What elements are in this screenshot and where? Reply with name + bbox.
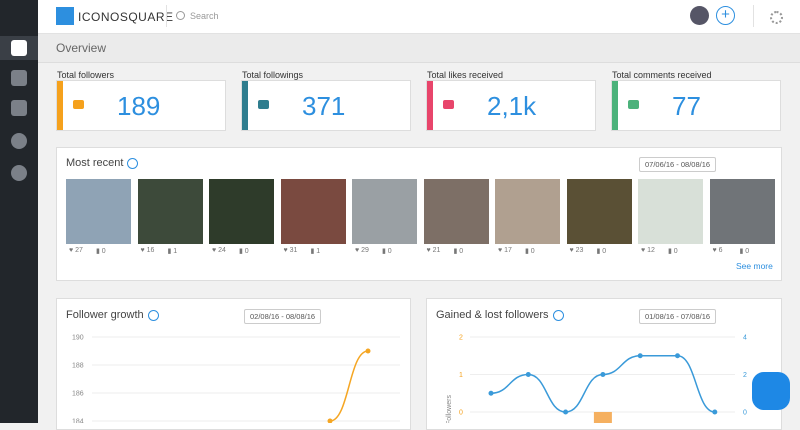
stat-icon — [258, 100, 269, 109]
stat-icon — [73, 100, 84, 109]
brand[interactable]: ICONOSQUARE — [78, 10, 174, 24]
stat-label: Total likes received — [427, 70, 504, 80]
sidebar — [0, 0, 38, 423]
post-likes: ♥ 29 — [355, 247, 369, 254]
post-comments: ▮ 1 — [167, 248, 178, 255]
stripe — [57, 81, 63, 130]
post-comments: ▮ 0 — [525, 248, 535, 255]
post-likes: ♥ 12 — [641, 247, 655, 254]
post-image[interactable] — [352, 179, 417, 244]
header: ICONOSQUARE Search + — [38, 0, 800, 34]
panel-title: Gained & lost followers — [436, 309, 564, 321]
post-likes: ♥ 6 — [712, 247, 723, 254]
post-likes: ♥ 16 — [140, 247, 155, 254]
settings[interactable] — [770, 11, 783, 24]
title: Follower growth — [66, 309, 144, 321]
stat-label: Total followers — [57, 70, 115, 80]
post-comments: ▮ 0 — [453, 248, 464, 255]
post-comments: ▮ 0 — [668, 248, 678, 255]
post-likes: ♥ 31 — [283, 247, 298, 254]
panel-title: Follower growth — [66, 309, 159, 321]
nav-insights[interactable] — [11, 100, 27, 116]
post-image[interactable] — [423, 179, 489, 244]
post-comments: ▮ 0 — [739, 248, 750, 255]
stat-value: 2,1k — [487, 91, 537, 121]
post-likes: ♥ 23 — [569, 247, 584, 254]
recent-panel: Most recent 07/06/16 - 08/08/16 ♥ 27 ▮ 0 ♥… — [56, 147, 782, 281]
follower-growth-panel: Follower growth 02/08/16 - 08/08/16 — [56, 298, 411, 430]
stat-value: 77 — [672, 91, 701, 121]
stat-icon — [443, 100, 454, 109]
stat-card: 2,1k — [426, 80, 596, 131]
panel-title: Most recent — [66, 157, 139, 169]
nav-explore[interactable] — [11, 165, 27, 181]
stat-value: 189 — [117, 91, 161, 121]
stat-icon — [628, 100, 639, 109]
nav-overview[interactable] — [11, 40, 27, 56]
post-likes: ♥ 24 — [212, 247, 226, 254]
avatar[interactable] — [690, 6, 709, 25]
stat-card: 189 — [56, 80, 226, 131]
post-comments: ▮ 1 — [310, 248, 321, 255]
overview-bar: Overview — [38, 34, 800, 63]
stripe — [427, 81, 433, 130]
stat-card: 77 — [611, 80, 781, 131]
nav-media[interactable] — [11, 70, 27, 86]
nav-facebook[interactable] — [11, 133, 27, 149]
divider — [166, 5, 167, 27]
post-image[interactable] — [495, 179, 560, 244]
page-title: Overview — [56, 41, 107, 55]
post-comments: ▮ 0 — [239, 248, 249, 255]
date-range[interactable]: 02/08/16 - 08/08/16 — [244, 309, 322, 324]
divider — [753, 5, 754, 27]
add-button[interactable]: + — [716, 6, 735, 25]
title: Gained & lost followers — [436, 309, 549, 321]
gained-lost-panel: Gained & lost followers 01/08/16 - 07/08… — [426, 298, 782, 430]
stat-card: 371 — [241, 80, 411, 131]
search-input[interactable]: Search — [190, 11, 219, 21]
post-image[interactable] — [566, 179, 632, 244]
see-more[interactable]: See more — [736, 261, 773, 271]
title: Most recent — [66, 157, 124, 169]
post-likes: ♥ 17 — [498, 247, 512, 254]
post-likes: ♥ 27 — [69, 247, 83, 254]
stat-value: 371 — [302, 91, 346, 121]
post-image[interactable] — [280, 179, 346, 244]
post-image[interactable] — [66, 179, 131, 244]
stat-label: Total followings — [242, 70, 304, 80]
post-image[interactable] — [209, 179, 274, 244]
date-range[interactable]: 07/06/16 - 08/08/16 — [639, 157, 717, 172]
post-comments: ▮ 0 — [96, 248, 106, 255]
search-icon — [176, 11, 185, 20]
chat-button[interactable] — [752, 372, 790, 410]
post-image[interactable] — [638, 179, 703, 244]
date-range[interactable]: 01/08/16 - 07/08/16 — [639, 309, 717, 324]
post-comments: ▮ 0 — [382, 248, 392, 255]
post-likes: ♥ 21 — [426, 247, 441, 254]
stripe — [242, 81, 248, 130]
post-comments: ▮ 0 — [596, 248, 607, 255]
post-image[interactable] — [709, 179, 775, 244]
logo[interactable] — [56, 7, 74, 25]
stripe — [612, 81, 618, 130]
post-image[interactable] — [137, 179, 203, 244]
stat-label: Total comments received — [612, 70, 712, 80]
